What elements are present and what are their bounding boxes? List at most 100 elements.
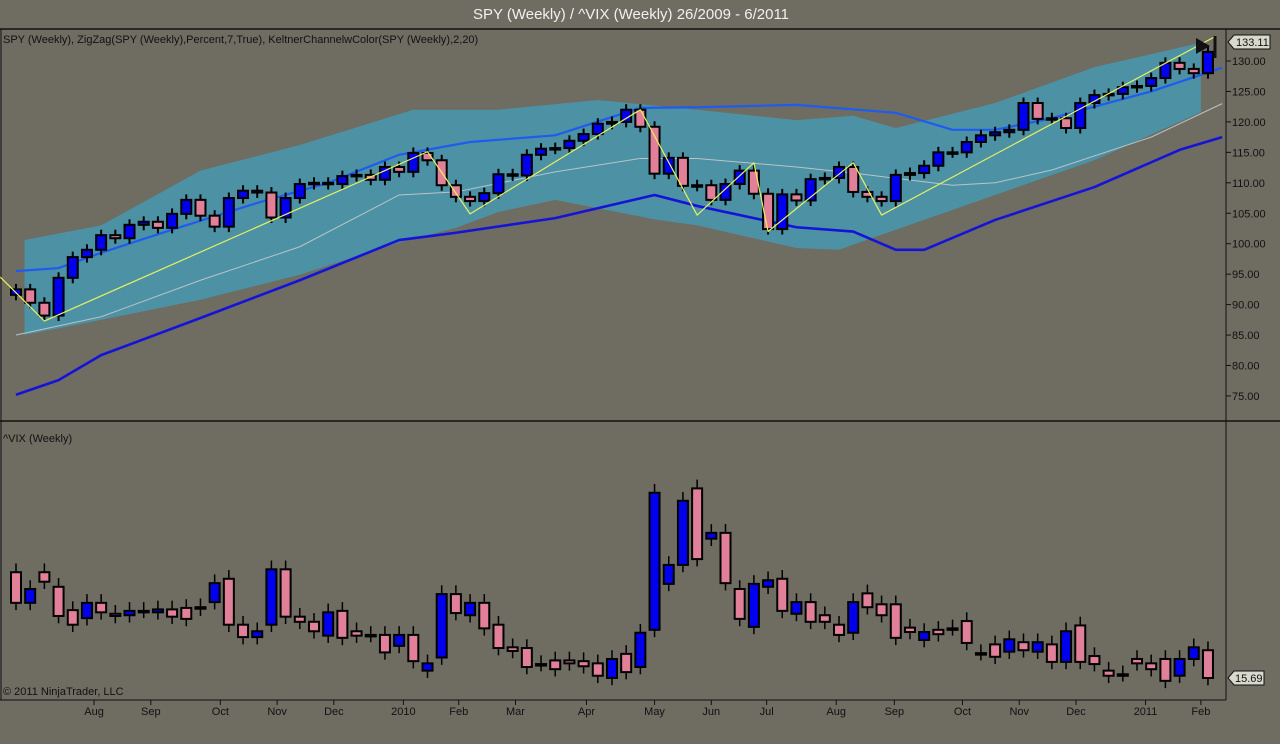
price-axis[interactable]: 130.00 125.00 120.00 115.00 110.00 105.00 100.…: [1226, 56, 1266, 403]
vix-candle: [421, 662, 434, 672]
last-vix-marker: 15.69: [1227, 670, 1265, 686]
time-axis-label: Dec: [1066, 706, 1086, 718]
spy-candle: [1045, 117, 1058, 121]
vix-candle: [634, 631, 647, 668]
spy-candle: [847, 165, 860, 193]
vix-candle: [535, 663, 548, 667]
time-axis[interactable]: Aug Sep Oct Nov Dec 2010 Feb Mar Apr May Jun Jul Aug…: [84, 700, 1210, 718]
vix-candle: [1031, 641, 1044, 653]
vix-candle: [66, 609, 79, 626]
vix-candle: [1131, 657, 1144, 665]
vix-candle: [322, 611, 335, 637]
vix-candle: [790, 601, 803, 615]
spy-candle: [208, 214, 221, 228]
vix-candle: [166, 608, 179, 618]
price-axis-label: 85.00: [1232, 330, 1260, 342]
vix-candle: [1102, 669, 1115, 677]
time-axis-label: Feb: [1191, 706, 1210, 718]
vix-candle: [52, 585, 65, 617]
vix-candle: [1145, 662, 1158, 671]
time-axis-label: Jun: [702, 706, 720, 718]
last-price-marker: 133.11: [1227, 34, 1271, 50]
vix-candle: [676, 499, 689, 566]
vix-candle: [1187, 646, 1200, 660]
spy-candle: [24, 288, 37, 304]
vix-pane[interactable]: ^VIX (Weekly) 15.69 © 2011 NinjaTrader, …: [3, 433, 1265, 698]
spy-candle: [66, 256, 79, 279]
spy-candle: [918, 164, 931, 175]
spy-candle: [960, 140, 973, 154]
play-marker-icon: [1196, 38, 1210, 54]
spy-candle: [1187, 67, 1200, 75]
vix-candle: [137, 609, 150, 614]
price-plot-area: [0, 36, 1223, 396]
spy-candle: [449, 184, 462, 198]
spy-candle: [38, 301, 51, 317]
spy-candle: [279, 197, 292, 219]
time-axis-label: Jul: [760, 706, 774, 718]
price-axis-label: 80.00: [1232, 361, 1260, 373]
vix-candle: [1173, 657, 1186, 677]
vix-candle: [520, 647, 533, 668]
time-axis-label: Mar: [506, 706, 525, 718]
vix-candle: [691, 487, 704, 561]
time-axis-label: 2011: [1134, 706, 1158, 718]
spy-candle: [563, 139, 576, 150]
spy-candle: [903, 172, 916, 176]
vix-candle: [861, 592, 874, 609]
keltner-channel-fill: [24, 42, 1201, 336]
time-axis-label: Aug: [826, 706, 846, 718]
vix-candle: [804, 601, 817, 623]
vix-candle: [605, 657, 618, 679]
spy-candle: [605, 120, 618, 125]
vix-candle: [563, 659, 576, 665]
time-axis-label: May: [644, 706, 665, 718]
time-axis-label: Aug: [84, 706, 104, 718]
spy-candle: [549, 147, 562, 151]
copyright-text: © 2011 NinjaTrader, LLC: [3, 686, 124, 698]
vix-candle: [279, 568, 292, 618]
vix-candle: [577, 660, 590, 668]
vix-candle: [435, 593, 448, 659]
spy-candle: [1145, 77, 1158, 87]
spy-candle: [676, 156, 689, 187]
spy-candle: [1173, 61, 1186, 70]
spy-candle: [804, 178, 817, 202]
vix-candle: [350, 630, 363, 637]
price-pane[interactable]: SPY (Weekly), ZigZag(SPY (Weekly),Percen…: [0, 28, 1280, 701]
vix-candle: [222, 577, 235, 626]
spy-candle: [464, 195, 477, 203]
vix-candle: [818, 614, 831, 623]
spy-candle: [222, 197, 235, 228]
spy-candle: [293, 183, 306, 200]
vix-candle: [449, 593, 462, 615]
vix-candle: [95, 601, 108, 614]
vix-candle: [364, 633, 377, 638]
spy-candle: [1131, 84, 1144, 89]
time-axis-label: Sep: [141, 706, 161, 718]
spy-candle: [790, 193, 803, 202]
zigzag-line: [0, 36, 1216, 322]
vix-candle: [251, 630, 264, 639]
time-axis-label: 2010: [391, 706, 415, 718]
window-title: SPY (Weekly) / ^VIX (Weekly) 26/2009 - 6…: [473, 6, 789, 23]
spy-candle: [932, 151, 945, 167]
vix-candle: [648, 491, 661, 631]
spy-candle: [407, 151, 420, 173]
spy-candle: [833, 165, 846, 179]
vix-candle: [478, 601, 491, 630]
vix-candle: [719, 531, 732, 585]
spy-candle: [123, 223, 136, 240]
vix-candle: [194, 606, 207, 610]
time-axis-label: Sep: [885, 706, 905, 718]
spy-candle: [861, 190, 874, 198]
vix-candle: [109, 612, 122, 617]
spy-candle: [535, 147, 548, 156]
spy-candle: [520, 153, 533, 177]
vix-candle: [307, 620, 320, 633]
vix-candle: [762, 579, 775, 588]
price-axis-label: 95.00: [1232, 269, 1260, 281]
spy-candle: [1074, 102, 1087, 129]
spy-candle: [733, 169, 746, 186]
vix-candle: [1116, 673, 1129, 677]
